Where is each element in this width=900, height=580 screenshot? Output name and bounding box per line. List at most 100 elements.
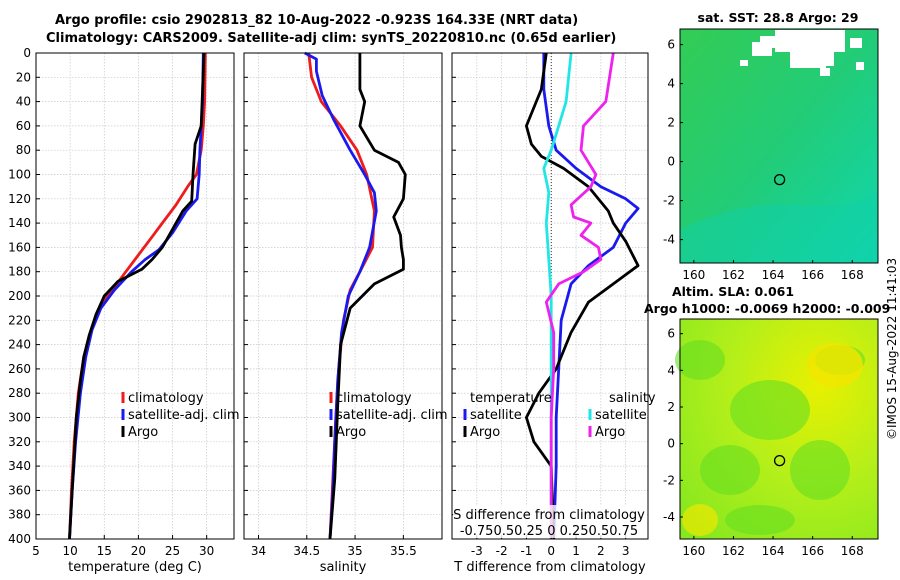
y-tick-label: 120 — [8, 192, 31, 206]
map-x-tick-label: 166 — [801, 544, 824, 558]
series-line-argo — [68, 52, 206, 540]
series-line-satellite-adj-clim — [68, 52, 205, 540]
x-axis-label: salinity — [320, 560, 367, 575]
x-tick-label: -2 — [496, 544, 508, 558]
y-tick-label: 220 — [8, 313, 31, 327]
legend-label: climatology — [336, 391, 412, 406]
y-tick-label: 300 — [8, 411, 31, 425]
legend-label: climatology — [128, 391, 204, 406]
x-tick-label: 5 — [32, 544, 40, 558]
x-tick-label: 3 — [622, 544, 630, 558]
cloud-mask — [812, 40, 834, 66]
legend-label: Argo — [595, 425, 625, 440]
y-tick-label: 360 — [8, 483, 31, 497]
sla-low-region — [790, 440, 850, 500]
x-tick-label: 34.5 — [293, 544, 320, 558]
map-y-tick-label: 2 — [667, 400, 675, 414]
x-tick-label: -3 — [471, 544, 483, 558]
y-tick-label: 40 — [16, 95, 31, 109]
y-tick-label: 20 — [16, 70, 31, 84]
legend-label: Argo — [470, 425, 500, 440]
cloud-mask — [820, 68, 830, 76]
y-tick-label: 180 — [8, 265, 31, 279]
x-tick-label: 30 — [199, 544, 214, 558]
argo-location-marker — [773, 173, 786, 186]
x-tick-label: 1 — [572, 544, 580, 558]
y-tick-label: 60 — [16, 119, 31, 133]
map-x-tick-label: 162 — [722, 544, 745, 558]
map-x-tick-label: 160 — [682, 544, 705, 558]
panel-temperature: 5 10 15 20 25 3002040608010012014016018020022… — [8, 46, 240, 575]
legend-label: satellite-adj. clim — [128, 408, 240, 423]
y-tick-label: 400 — [8, 532, 31, 546]
sla-low-region — [700, 445, 760, 495]
map-y-tick-label: 4 — [667, 363, 675, 377]
map-x-tick-label: 168 — [841, 544, 864, 558]
x-axis-label: temperature (deg C) — [68, 560, 202, 575]
legend-label: satellite-adj. clim — [336, 408, 448, 423]
x-tick-label: 34 — [251, 544, 266, 558]
sla-high-region — [682, 504, 718, 536]
map-frame — [679, 28, 879, 264]
map-y-tick-label: 0 — [667, 155, 675, 169]
series-line-argo — [328, 53, 407, 540]
y-tick-label: 340 — [8, 459, 31, 473]
x-tick-label: 10 — [62, 544, 77, 558]
map-x-tick-label: 164 — [762, 544, 785, 558]
x-tick-label: 35.5 — [390, 544, 417, 558]
map-frame — [679, 318, 879, 540]
map-y-tick-label: 6 — [667, 327, 675, 341]
map-y-tick-label: -2 — [663, 473, 675, 487]
panel-salinity: 34 34.5 35 35.5 salinity climatology satellite… — [243, 51, 448, 575]
sla-high-region — [807, 343, 863, 387]
map-title: Altim. SLA: 0.061 — [672, 284, 794, 299]
y-tick-label: 160 — [8, 240, 31, 254]
x-tick-label: 20 — [131, 544, 146, 558]
y-tick-label: 380 — [8, 508, 31, 522]
legend-title-salinity: salinity — [609, 391, 656, 406]
cloud-mask — [856, 62, 864, 70]
y-tick-label: 140 — [8, 216, 31, 230]
x-tick-label: 35 — [347, 544, 362, 558]
secondary-axis-label: S difference from climatology — [453, 508, 645, 523]
map-x-tick-label: 164 — [762, 268, 785, 282]
cloud-mask — [775, 30, 845, 52]
argo-location-marker — [773, 454, 786, 467]
map-subtitle: Argo h1000: -0.0069 h2000: -0.009 — [644, 301, 890, 316]
legend-label: satellite — [595, 408, 647, 423]
figure-title-line2: Climatology: CARS2009. Satellite-adj cli… — [46, 31, 617, 46]
y-tick-label: 280 — [8, 386, 31, 400]
y-tick-label: 100 — [8, 168, 31, 182]
map-sst: 160 162 164 166 168 6 4 2 0 -2 -4 sat. SST: 28.8 Ar… — [663, 10, 879, 282]
map-x-tick-label: 168 — [841, 268, 864, 282]
map-y-tick-label: -2 — [663, 194, 675, 208]
sla-low-region — [725, 505, 795, 535]
panel-difference: -3 -2 -1 0 1 2 3 T difference from climatology t… — [451, 52, 656, 575]
y-tick-label: 200 — [8, 289, 31, 303]
y-tick-label: 320 — [8, 435, 31, 449]
series-line-t-argo — [525, 52, 640, 540]
secondary-axis-ticks: -0.750.50.25 0 0.250.50.75 — [460, 524, 638, 539]
map-y-tick-label: -4 — [663, 233, 675, 247]
series-line-climatology — [68, 52, 207, 540]
figure-title-line1: Argo profile: csio 2902813_82 10-Aug-202… — [55, 13, 579, 28]
y-tick-label: 0 — [23, 46, 31, 60]
top-axis-bg — [453, 505, 647, 538]
x-tick-label: -1 — [520, 544, 532, 558]
sst-warm-region — [680, 190, 878, 263]
cloud-mask — [740, 60, 748, 66]
x-tick-label: 2 — [597, 544, 605, 558]
y-tick-label: 80 — [16, 143, 31, 157]
x-axis-label: T difference from climatology — [453, 560, 646, 575]
map-y-tick-label: 6 — [667, 38, 675, 52]
map-y-tick-label: 4 — [667, 77, 675, 91]
map-x-tick-label: 160 — [682, 268, 705, 282]
sla-low-region — [675, 340, 725, 380]
y-tick-label: 240 — [8, 338, 31, 352]
sla-low-region — [730, 380, 810, 440]
cloud-mask — [850, 38, 862, 48]
cloud-mask — [752, 42, 772, 56]
map-x-tick-label: 166 — [801, 268, 824, 282]
legend-title-temperature: temperature — [470, 391, 552, 406]
